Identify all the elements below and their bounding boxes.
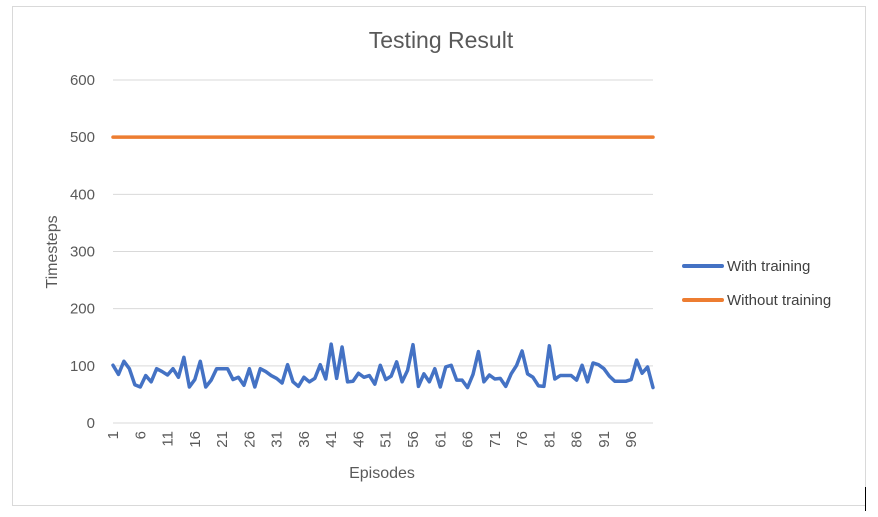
plot-series <box>111 135 655 390</box>
y-tick-label: 200 <box>70 301 95 318</box>
y-tick-label: 100 <box>70 358 95 375</box>
y-axis-ticks: 0 100 200 300 400 500 600 <box>70 72 95 432</box>
x-tick-label: 26 <box>241 431 258 448</box>
x-tick-label: 16 <box>187 431 204 448</box>
x-tick-label: 61 <box>432 431 449 448</box>
x-tick-label: 6 <box>132 431 149 439</box>
x-tick-label: 51 <box>378 431 395 448</box>
legend: With training Without training <box>682 258 831 309</box>
y-tick-label: 300 <box>70 244 95 261</box>
x-tick-label: 11 <box>160 431 177 447</box>
y-axis-title: Timesteps <box>44 215 61 288</box>
x-tick-label: 76 <box>514 431 531 448</box>
x-tick-label: 56 <box>405 431 422 448</box>
x-tick-label: 41 <box>323 431 340 448</box>
text-cursor <box>865 487 866 511</box>
x-tick-label: 66 <box>460 431 477 448</box>
y-tick-label: 500 <box>70 129 95 146</box>
x-axis-ticks: 1 6 11 16 21 26 31 36 41 46 51 56 61 66 71 76 81 86 91 96 <box>105 431 640 448</box>
y-tick-label: 600 <box>70 72 95 89</box>
x-tick-label: 31 <box>269 431 286 448</box>
x-tick-label: 96 <box>623 431 640 448</box>
x-tick-label: 81 <box>541 431 558 448</box>
x-tick-label: 21 <box>214 431 231 448</box>
x-tick-label: 86 <box>569 431 586 448</box>
x-tick-label: 46 <box>350 431 367 448</box>
x-axis-title: Episodes <box>349 465 415 482</box>
legend-label: With training <box>727 258 810 275</box>
series-line-with-training <box>111 342 655 390</box>
legend-label: Without training <box>727 292 831 309</box>
x-tick-label: 71 <box>487 431 504 448</box>
x-tick-label: 91 <box>596 431 613 448</box>
x-tick-label: 36 <box>296 431 313 448</box>
x-tick-label: 1 <box>105 431 122 439</box>
chart-title: Testing Result <box>369 27 514 53</box>
y-tick-label: 0 <box>87 415 95 432</box>
chart-area: Testing Result 0 100 200 300 400 500 600 1 6 11 1… <box>12 6 866 506</box>
y-tick-label: 400 <box>70 186 95 203</box>
